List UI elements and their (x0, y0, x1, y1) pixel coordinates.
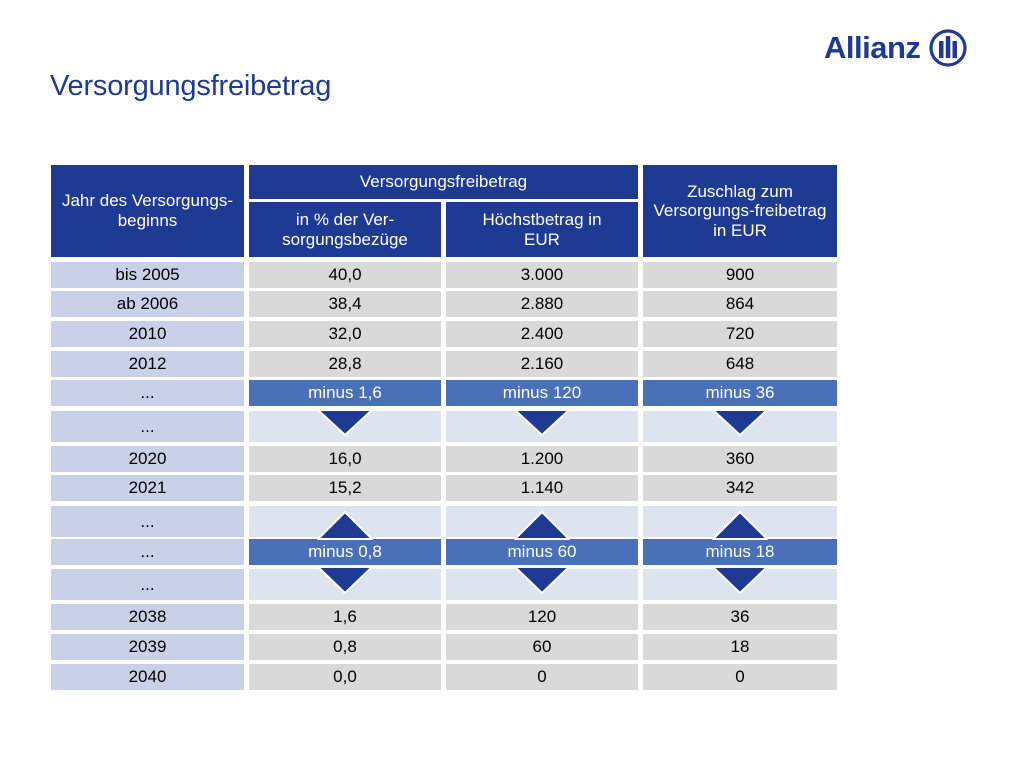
header-year: Jahr des Versorgungs-beginns (51, 165, 244, 257)
logo-text: Allianz (824, 30, 921, 65)
table-cell-pct: 28,8 (249, 351, 441, 377)
table-cell-sur: 18 (643, 634, 837, 660)
table-cell-sur: 648 (643, 351, 837, 377)
table-cell-pct: 32,0 (249, 321, 441, 347)
header-group-label: Versorgungsfreibetrag (359, 172, 528, 192)
table-cell-sur: 342 (643, 475, 837, 501)
table-cell-sur (643, 506, 837, 537)
table-cell-pct: 0,0 (249, 664, 441, 690)
table-cell-sur: minus 36 (643, 380, 837, 406)
allianz-logo: Allianz (824, 28, 968, 68)
table-cell-year: 2021 (51, 475, 244, 501)
table-cell-max: 1.140 (446, 475, 638, 501)
table-cell-sur: 0 (643, 664, 837, 690)
table-cell-year: 2010 (51, 321, 244, 347)
table-cell-pct (249, 506, 441, 537)
table-cell-pct: 38,4 (249, 291, 441, 317)
header-percent: in % der Ver-sorgungsbezüge (249, 202, 441, 257)
table-cell-year: 2012 (51, 351, 244, 377)
table-cell-max: 0 (446, 664, 638, 690)
allianz-eagle-icon (929, 29, 968, 67)
table-cell-max: 2.880 (446, 291, 638, 317)
table-cell-sur: 36 (643, 604, 837, 630)
table-cell-max (446, 569, 638, 600)
table-cell-year: bis 2005 (51, 262, 244, 288)
table-cell-year: 2040 (51, 664, 244, 690)
table-cell-pct: minus 1,6 (249, 380, 441, 406)
table-cell-max: 120 (446, 604, 638, 630)
table-cell-year: ... (51, 539, 244, 565)
table-cell-max: 3.000 (446, 262, 638, 288)
table-cell-max (446, 411, 638, 442)
table-cell-max: minus 120 (446, 380, 638, 406)
table-cell-pct: 1,6 (249, 604, 441, 630)
table-cell-pct: minus 0,8 (249, 539, 441, 565)
table-cell-year: ... (51, 506, 244, 537)
header-surcharge: Zuschlag zum Versorgungs-freibetrag in E… (643, 165, 837, 257)
header-group: Versorgungsfreibetrag (249, 165, 638, 199)
table-cell-max: 60 (446, 634, 638, 660)
table-cell-pct: 15,2 (249, 475, 441, 501)
table-cell-sur: 900 (643, 262, 837, 288)
table-cell-sur: 864 (643, 291, 837, 317)
table-cell-pct (249, 569, 441, 600)
table-cell-year: 2020 (51, 446, 244, 472)
table-cell-max (446, 506, 638, 537)
table-cell-pct: 16,0 (249, 446, 441, 472)
header-max: Höchstbetrag in EUR (446, 202, 638, 257)
table-cell-sur (643, 569, 837, 600)
table-cell-pct: 0,8 (249, 634, 441, 660)
table-cell-max: 2.400 (446, 321, 638, 347)
page-title: Versorgungsfreibetrag (50, 70, 332, 102)
table-cell-sur: 720 (643, 321, 837, 347)
table-cell-pct (249, 411, 441, 442)
header-year-label: Jahr des Versorgungs-beginns (61, 191, 234, 230)
header-percent-label: in % der Ver-sorgungsbezüge (282, 209, 408, 249)
table-cell-pct: 40,0 (249, 262, 441, 288)
table-cell-year: 2039 (51, 634, 244, 660)
table-cell-year: ab 2006 (51, 291, 244, 317)
table-cell-max: minus 60 (446, 539, 638, 565)
table-cell-max: 2.160 (446, 351, 638, 377)
table-cell-year: ... (51, 411, 244, 442)
header-max-label: Höchstbetrag in EUR (482, 209, 602, 249)
table-cell-sur: minus 18 (643, 539, 837, 565)
header-surcharge-label: Zuschlag zum Versorgungs-freibetrag in E… (653, 181, 827, 240)
table-cell-max: 1.200 (446, 446, 638, 472)
table-cell-year: ... (51, 569, 244, 600)
table-cell-year: ... (51, 380, 244, 406)
table-cell-sur: 360 (643, 446, 837, 472)
table-cell-year: 2038 (51, 604, 244, 630)
table-cell-sur (643, 411, 837, 442)
